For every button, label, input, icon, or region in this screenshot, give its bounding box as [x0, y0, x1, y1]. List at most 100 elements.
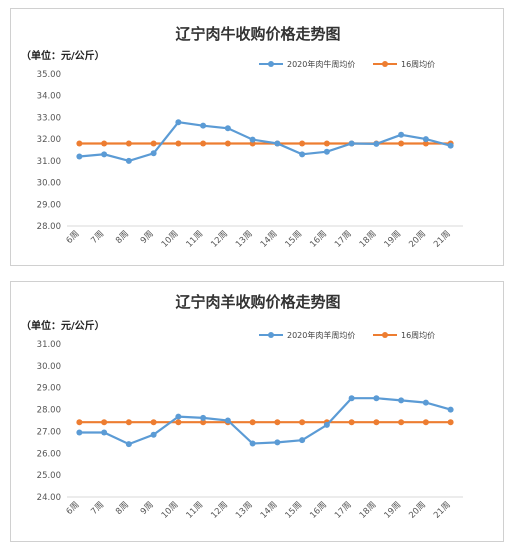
series-1-point	[373, 140, 380, 147]
series-1-point	[274, 439, 281, 446]
series-1-point	[175, 119, 182, 126]
series-1-point	[274, 140, 281, 147]
series-1-point	[200, 414, 207, 421]
x-tick-label: 7周	[89, 229, 106, 246]
y-tick-label: 31.00	[37, 157, 61, 167]
series-2-point	[76, 419, 83, 426]
x-tick-label: 8周	[114, 500, 131, 517]
x-tick-label: 10周	[160, 500, 181, 521]
y-tick-label: 29.00	[37, 384, 61, 394]
legend-label-series-2: 16周均价	[401, 330, 435, 340]
series-2-point	[224, 140, 231, 147]
series-1-point	[101, 151, 108, 158]
series-line-1	[79, 397, 451, 446]
y-tick-label: 33.00	[37, 113, 61, 123]
y-tick-label: 31.00	[37, 340, 61, 350]
x-tick-label: 21周	[432, 500, 453, 521]
x-tick-label: 17周	[333, 500, 354, 521]
series-2-point	[125, 140, 132, 147]
series-1-point	[348, 140, 355, 147]
series-line-1	[79, 121, 451, 163]
x-tick-label: 9周	[139, 229, 156, 246]
x-tick-label: 13周	[234, 229, 255, 250]
series-2-point	[101, 140, 108, 147]
x-tick-label: 20周	[407, 500, 428, 521]
series-2-point	[299, 419, 306, 426]
unit-label: （单位：元/公斤）	[21, 319, 105, 332]
series-2-point	[373, 419, 380, 426]
y-tick-label: 35.00	[37, 70, 61, 80]
y-tick-label: 28.00	[37, 406, 61, 416]
series-2-point	[348, 419, 355, 426]
y-tick-label: 28.00	[37, 222, 61, 232]
series-2-point	[125, 419, 132, 426]
x-tick-label: 15周	[284, 229, 305, 250]
series-2-point	[249, 419, 256, 426]
series-1-point	[224, 125, 231, 132]
series-2-point	[447, 419, 454, 426]
legend-label-series-1: 2020年肉羊周均价	[287, 330, 355, 340]
legend-marker-series-2	[382, 61, 388, 67]
series-2-point	[150, 140, 157, 147]
x-tick-label: 13周	[234, 500, 255, 521]
series-1-point	[299, 437, 306, 444]
x-tick-label: 18周	[358, 229, 379, 250]
series-2-point	[175, 419, 182, 426]
series-1-point	[76, 429, 83, 436]
y-tick-label: 30.00	[37, 179, 61, 189]
series-1-point	[348, 395, 355, 402]
x-tick-label: 14周	[259, 500, 280, 521]
x-tick-label: 15周	[284, 500, 305, 521]
legend-label-series-2: 16周均价	[401, 59, 435, 69]
series-1-point	[447, 406, 454, 413]
chart-title: 辽宁肉羊收购价格走势图	[175, 293, 340, 311]
x-tick-label: 9周	[139, 500, 156, 517]
chart-title: 辽宁肉牛收购价格走势图	[175, 25, 340, 43]
y-tick-label: 32.00	[37, 135, 61, 145]
unit-label: （单位：元/公斤）	[21, 49, 105, 62]
x-tick-label: 6周	[65, 500, 82, 517]
series-1-point	[101, 429, 108, 436]
series-1-point	[125, 157, 132, 164]
series-2-point	[398, 419, 405, 426]
x-tick-label: 19周	[383, 229, 404, 250]
x-tick-label: 8周	[114, 229, 131, 246]
x-tick-label: 6周	[65, 229, 82, 246]
series-1-point	[323, 421, 330, 428]
mutton-price-chart-panel: 辽宁肉羊收购价格走势图 （单位：元/公斤） 2020年肉羊周均价 16周均价 3…	[10, 281, 504, 542]
series-1-point	[422, 136, 429, 143]
y-tick-label: 25.00	[37, 471, 61, 481]
series-1-point	[125, 441, 132, 448]
series-1-point	[373, 395, 380, 402]
plot-area: 35.00 34.00 33.00 32.00 31.00 30.00 29.00 28.00…	[37, 70, 463, 250]
series-1-point	[398, 131, 405, 138]
y-tick-label: 34.00	[37, 92, 61, 102]
legend: 2020年肉羊周均价 16周均价	[259, 330, 435, 340]
series-1-point	[224, 417, 231, 424]
series-1-point	[76, 153, 83, 160]
series-2-point	[274, 419, 281, 426]
x-tick-label: 12周	[209, 229, 230, 250]
y-tick-label: 26.00	[37, 449, 61, 459]
x-tick-label: 17周	[333, 229, 354, 250]
legend-marker-series-2	[382, 332, 388, 338]
series-1-point	[299, 151, 306, 158]
mutton-price-chart: 辽宁肉羊收购价格走势图 （单位：元/公斤） 2020年肉羊周均价 16周均价 3…	[21, 293, 463, 521]
series-2-point	[150, 419, 157, 426]
plot-area: 31.00 30.00 29.00 28.00 27.00 26.00 25.00 24.00…	[37, 340, 463, 521]
series-2-point	[175, 140, 182, 147]
series-2-point	[398, 140, 405, 147]
series-1-point	[150, 150, 157, 157]
series-2-point	[200, 140, 207, 147]
series-1-point	[398, 397, 405, 404]
beef-price-chart: 辽宁肉牛收购价格走势图 （单位：元/公斤） 2020年肉牛周均价 16周均价 3…	[21, 25, 463, 250]
x-tick-label: 16周	[308, 500, 329, 521]
y-tick-label: 29.00	[37, 200, 61, 210]
series-2-point	[76, 140, 83, 147]
series-2-point	[101, 419, 108, 426]
series-1-point	[150, 431, 157, 438]
series-1-point	[249, 136, 256, 143]
y-tick-label: 27.00	[37, 427, 61, 437]
legend-marker-series-1	[268, 61, 274, 67]
series-2-point	[422, 419, 429, 426]
